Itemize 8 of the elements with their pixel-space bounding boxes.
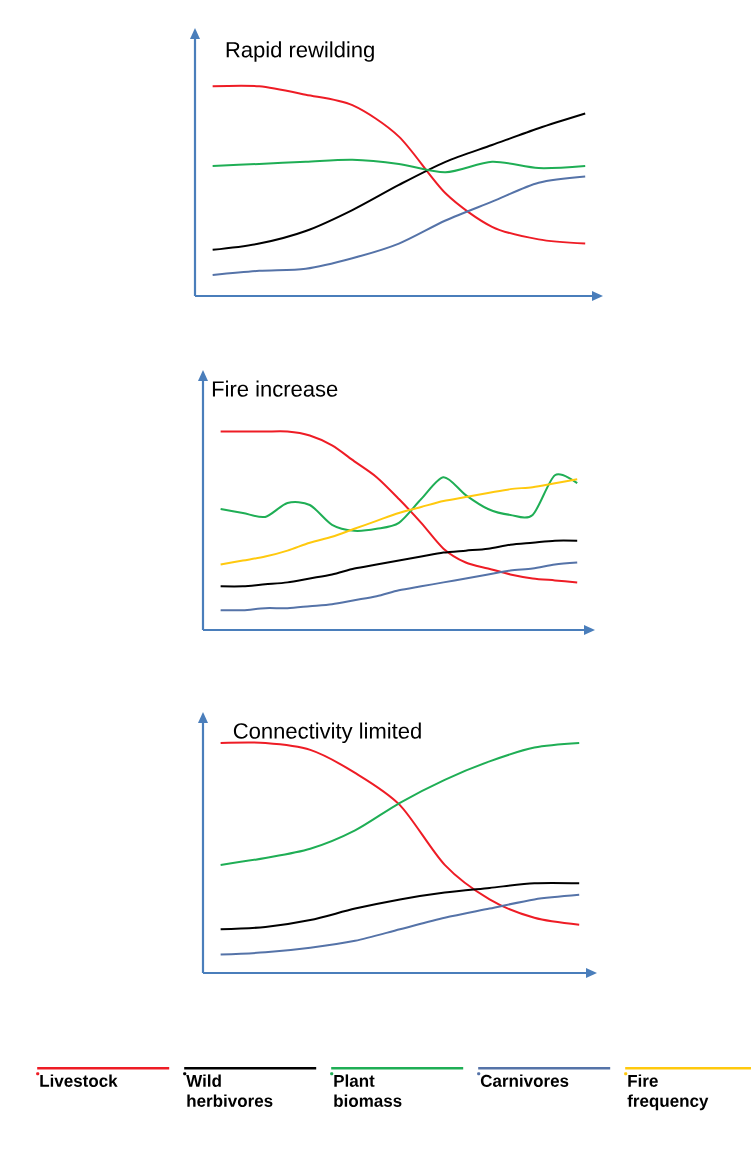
legend-label: Wild herbivores <box>186 1074 273 1107</box>
chart-title: Rapid rewilding <box>226 41 374 62</box>
chart-title: Fire increase <box>212 380 338 397</box>
legend-label: Livestock <box>40 1074 118 1087</box>
legend-label: Carnivores <box>480 1074 569 1087</box>
chart-title: Connectivity limited <box>233 722 421 744</box>
legend-label: Plant biomass <box>334 1074 402 1107</box>
legend-label: Fire frequency <box>627 1074 709 1111</box>
